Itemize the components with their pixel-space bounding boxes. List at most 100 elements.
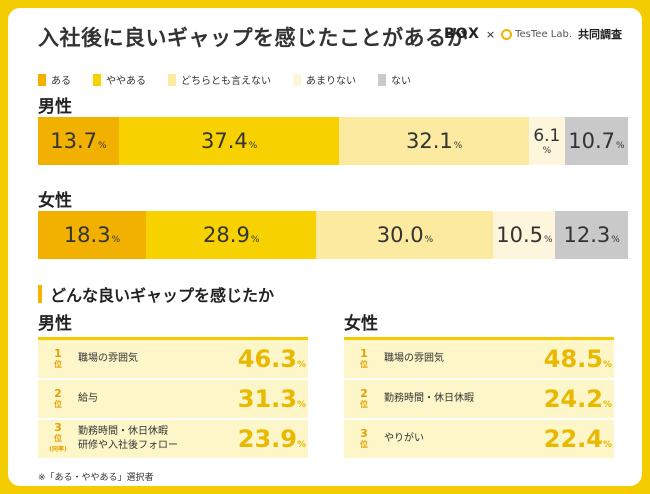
infographic-card: 入社後に良いギャップを感じたことがあるか BOX × TesTee Lab. 共…: [8, 8, 642, 486]
ranking-value-number: 31.3: [237, 385, 297, 413]
testee-logo-text: TesTee Lab.: [515, 28, 572, 40]
bar-segment: 12.3%: [555, 211, 628, 259]
chart-title: 入社後に良いギャップを感じたことがあるか: [38, 26, 468, 50]
ranking-male: 男性 1 位職場の雰囲気 46.3% 2 位給与 31.3% 3 位 (同率) 勤務時間・休日休暇…: [38, 309, 308, 460]
ranking-value-percent: %: [602, 440, 612, 450]
ranking-value-number: 22.4: [543, 425, 603, 453]
ranking-value: 48.5%: [544, 345, 614, 373]
footnote: ※「ある・ややある」選択者: [38, 473, 154, 483]
bar-value-label: 10.5: [496, 223, 544, 247]
section-title-marker: [38, 285, 42, 303]
bar-segment: 30.0%: [316, 211, 494, 259]
bar-percent-sign: %: [453, 141, 463, 151]
bar-segment: 32.1%: [339, 117, 529, 165]
ranking-label: 職場の雰囲気: [384, 352, 544, 366]
testee-logo-icon: [501, 28, 513, 40]
legend-item: ない: [378, 72, 411, 87]
legend-swatch: [38, 73, 46, 86]
rank-unit: 位: [54, 359, 62, 369]
legend-swatch: [168, 73, 176, 86]
bar-percent-sign: %: [248, 141, 258, 151]
ranking-label: やりがい: [384, 432, 544, 446]
bar-segment: 10.5%: [493, 211, 556, 259]
bar-value-label: 28.9: [203, 223, 250, 247]
bar-value-label: 32.1: [406, 129, 453, 153]
bar-segment: 28.9%: [145, 211, 317, 259]
ranking-value: 23.9%: [238, 425, 308, 453]
ranking-value: 31.3%: [238, 385, 308, 413]
legend-label: ややある: [106, 76, 146, 87]
section-title: どんな良いギャップを感じたか: [38, 282, 274, 306]
legend-item: ややある: [93, 72, 146, 87]
ranking-label: 給与: [78, 392, 238, 406]
joint-survey-label: 共同調査: [578, 28, 622, 41]
brand-logos: BOX × TesTee Lab. 共同調査: [444, 26, 622, 42]
bar-segment: 18.3%: [38, 211, 146, 259]
rank-unit: 位: [360, 439, 368, 449]
bar-value-label: 6.1: [533, 126, 561, 146]
bar-segment: 10.7%: [564, 117, 628, 165]
ranking-row: 1 位職場の雰囲気 46.3%: [38, 340, 308, 380]
ranking-male-title: 男性: [38, 309, 308, 340]
ranking-label-line: 研修や入社後フォロー: [78, 440, 178, 451]
ranking-label-line: 職場の雰囲気: [78, 353, 138, 364]
rank-digit: 1: [360, 346, 368, 360]
stacked-bar-male: 13.7% 37.4% 32.1% 6.1% 10.7%: [38, 117, 628, 165]
bar-segment: 6.1%: [528, 117, 565, 165]
bar-value-label: 13.7: [50, 129, 98, 153]
legend-swatch: [378, 73, 386, 86]
bar-value-label: 37.4: [200, 129, 248, 153]
section-title-text: どんな良いギャップを感じたか: [50, 286, 275, 305]
ranking-label-line: やりがい: [384, 433, 424, 444]
bar-percent-sign: %: [424, 235, 434, 245]
series-label-male: 男性: [38, 97, 72, 117]
rank-unit: 位: [360, 359, 368, 369]
ranking-row: 1 位 職場の雰囲気 48.5%: [344, 340, 614, 380]
legend-item: ある: [38, 72, 71, 87]
rank-unit: 位: [54, 434, 62, 443]
legend-label: ある: [51, 76, 71, 87]
legend-item: あまりない: [293, 72, 356, 87]
ranking-row: 3 位 (同率) 勤務時間・休日休暇 研修や入社後フォロー 23.9%: [38, 420, 308, 460]
ranking-row: 2 位給与 31.3%: [38, 380, 308, 420]
rank-unit: 位: [54, 399, 62, 409]
ranking-label-line: 職場の雰囲気: [384, 353, 444, 364]
legend: ある ややある どちらとも言えない あまりない ない: [38, 72, 411, 87]
bar-percent-sign: %: [98, 141, 107, 151]
rank-number: 3 位 (同率): [38, 421, 78, 455]
bar-segment: 37.4%: [118, 117, 340, 165]
legend-label: どちらとも言えない: [181, 76, 271, 87]
bar-value-label: 10.7: [568, 129, 615, 153]
ranking-label-line: 勤務時間・休日休暇: [384, 393, 474, 404]
bar-percent-sign: %: [544, 235, 553, 245]
rank-unit: 位: [360, 399, 368, 409]
rank-digit: 2: [54, 386, 62, 400]
bar-value-label: 30.0: [376, 223, 424, 247]
testee-logo: TesTee Lab.: [501, 28, 572, 40]
legend-item: どちらとも言えない: [168, 72, 271, 87]
ranking-value: 22.4%: [544, 425, 614, 453]
ranking-value-number: 48.5: [543, 345, 603, 373]
ranking-label: 職場の雰囲気: [78, 352, 238, 366]
stacked-bar-female: 18.3% 28.9% 30.0% 10.5% 12.3%: [38, 211, 628, 259]
ranking-row: 3 位 やりがい 22.4%: [344, 420, 614, 460]
bar-percent-sign: %: [111, 235, 121, 245]
bar-percent-sign: %: [616, 141, 625, 151]
rank-digit: 1: [54, 346, 62, 360]
ranking-female-title: 女性: [344, 309, 614, 340]
bar-value-label: 12.3: [563, 223, 611, 247]
ranking-label: 勤務時間・休日休暇 研修や入社後フォロー: [78, 425, 238, 453]
bar-percent-sign: %: [542, 146, 552, 156]
legend-swatch: [93, 73, 101, 86]
ranking-value: 46.3%: [238, 345, 308, 373]
series-label-female: 女性: [38, 191, 72, 211]
legend-label: ない: [391, 76, 411, 87]
rank-digit: 3: [360, 426, 368, 440]
rank-digit: 3: [54, 421, 62, 434]
ranking-value-percent: %: [296, 440, 306, 450]
bar-segment: 13.7%: [38, 117, 119, 165]
ranking-value-number: 46.3: [237, 345, 297, 373]
